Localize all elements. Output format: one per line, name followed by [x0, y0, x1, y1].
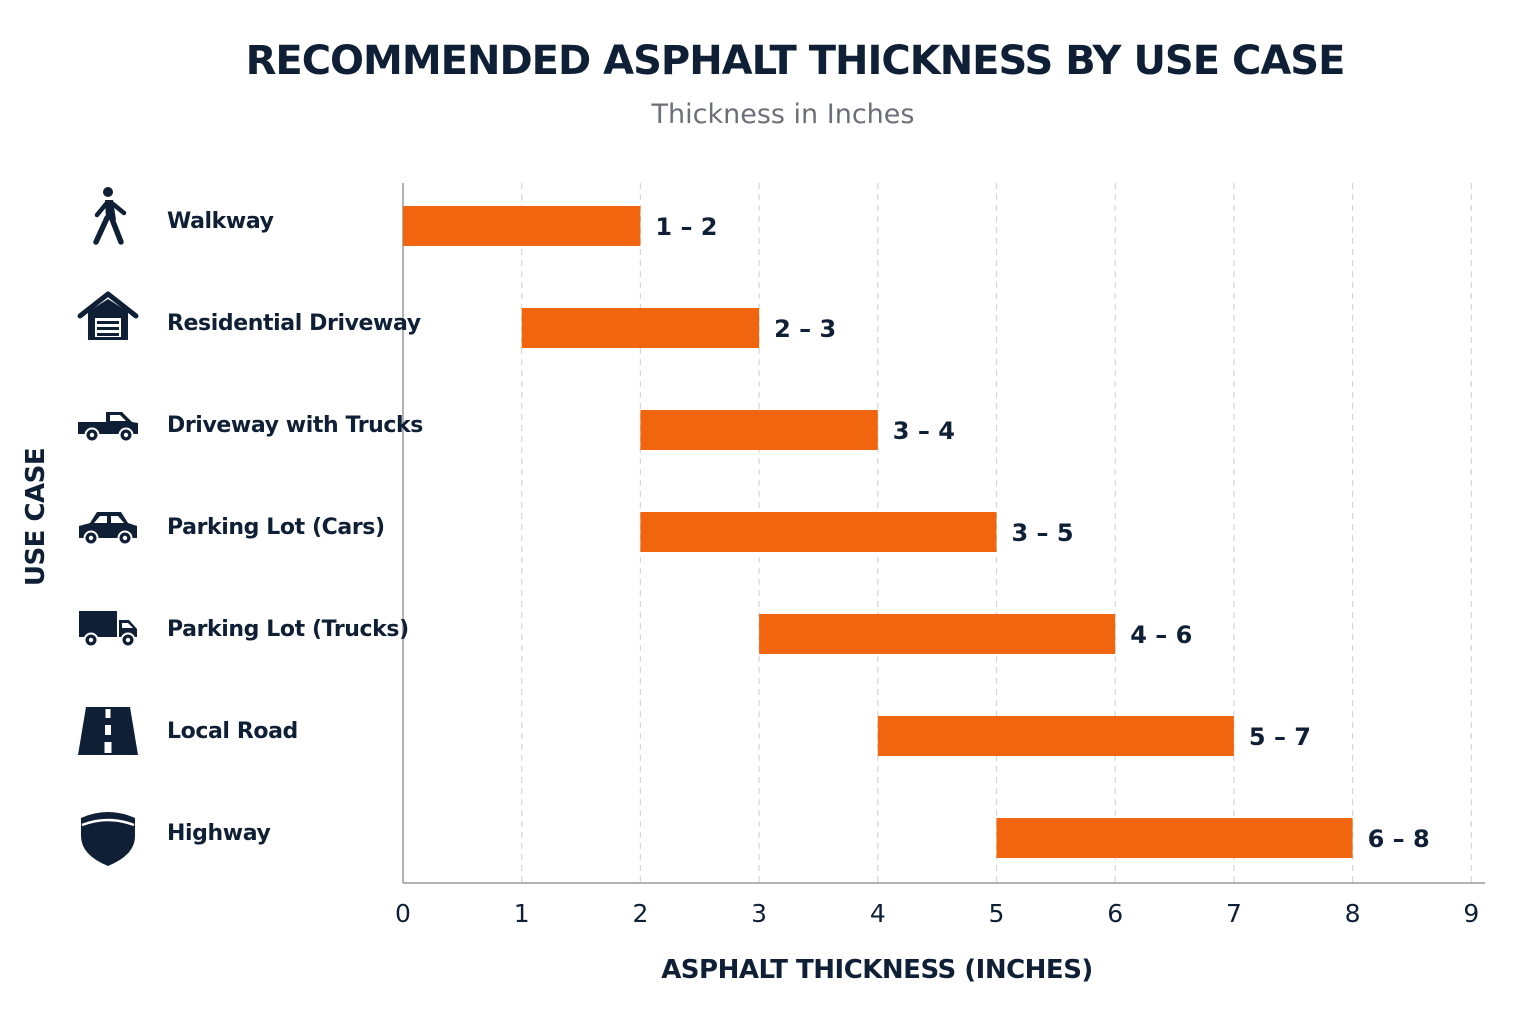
category-label: Driveway with Trucks [167, 413, 423, 438]
x-tick-label: 0 [395, 899, 411, 928]
bar-3 [640, 512, 997, 552]
bar-value-label: 3 – 5 [1012, 519, 1074, 547]
pickup-truck-icon [78, 412, 138, 443]
bar-value-labels: 1 – 2 2 – 3 3 – 4 3 – 5 4 – 6 5 – 7 6 – 8 [655, 213, 1429, 853]
chart-title: RECOMMENDED ASPHALT THICKNESS BY USE CAS… [246, 38, 1345, 84]
category-label: Parking Lot (Trucks) [167, 617, 409, 642]
bar-value-label: 5 – 7 [1249, 723, 1311, 751]
category-icons [77, 187, 139, 866]
bar-value-label: 6 – 8 [1368, 825, 1430, 853]
x-tick-label: 3 [751, 899, 767, 928]
bars [403, 206, 1353, 858]
bar-6 [996, 818, 1353, 858]
highway-shield-icon [81, 812, 135, 866]
category-label: Local Road [167, 719, 298, 744]
bar-0 [403, 206, 641, 246]
x-tick-label: 1 [514, 899, 530, 928]
chart-subtitle: Thickness in Inches [651, 99, 915, 130]
x-tick-label: 7 [1226, 899, 1242, 928]
x-tick-label: 8 [1345, 899, 1361, 928]
x-tick-label: 4 [870, 899, 886, 928]
bar-value-label: 1 – 2 [655, 213, 717, 241]
category-label: Walkway [167, 209, 274, 234]
category-labels: Walkway Residential Driveway Driveway with… [167, 209, 424, 846]
bar-2 [640, 410, 878, 450]
category-label: Residential Driveway [167, 311, 421, 336]
bar-value-label: 3 – 4 [893, 417, 955, 445]
bar-value-label: 2 – 3 [774, 315, 836, 343]
x-tick-label: 9 [1463, 899, 1479, 928]
bar-4 [759, 614, 1116, 654]
garage-house-icon [77, 291, 139, 340]
walking-person-icon [93, 187, 127, 245]
road-icon [78, 707, 138, 755]
x-axis-title: ASPHALT THICKNESS (INCHES) [661, 955, 1093, 985]
y-axis-title: USE CASE [21, 448, 51, 586]
bar-5 [877, 716, 1234, 756]
x-tick-label: 5 [989, 899, 1005, 928]
x-tick-labels: 0 1 2 3 4 5 6 7 8 9 [395, 899, 1479, 928]
grid-lines [521, 183, 1472, 883]
car-icon [79, 512, 137, 546]
bar-1 [521, 308, 760, 348]
axes [402, 183, 1485, 884]
x-tick-label: 2 [632, 899, 648, 928]
category-label: Highway [167, 821, 270, 846]
category-label: Parking Lot (Cars) [167, 515, 385, 540]
x-tick-label: 6 [1107, 899, 1123, 928]
box-truck-icon [79, 611, 137, 648]
bar-value-label: 4 – 6 [1130, 621, 1192, 649]
